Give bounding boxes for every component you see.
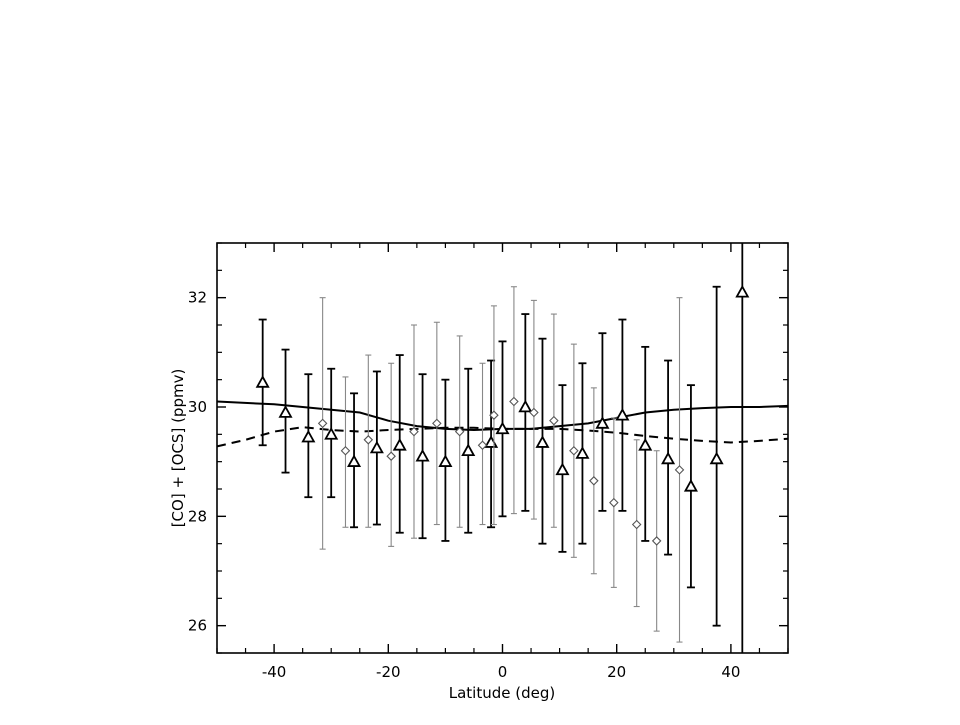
- diamond-point: [317, 418, 328, 429]
- diamond-point: [549, 415, 559, 426]
- triangle-point: [518, 399, 533, 413]
- y-axis-ticks: 26 28 30 32: [188, 242, 788, 654]
- diamond-point: [386, 451, 396, 461]
- diamond-point: [674, 465, 685, 475]
- y-tick-label: 32: [188, 289, 207, 307]
- diamond-point: [489, 410, 499, 420]
- triangle-point: [735, 284, 750, 298]
- diamond-point: [363, 435, 374, 445]
- diamond-point: [432, 418, 442, 429]
- diamond-point: [529, 407, 539, 418]
- triangle-point: [392, 437, 407, 451]
- data-series: [255, 243, 750, 653]
- triangle-point: [535, 435, 550, 448]
- x-tick-label: -20: [376, 663, 401, 681]
- triangle-point: [595, 416, 610, 429]
- triangle-point: [347, 454, 362, 467]
- diamond-point: [409, 426, 419, 437]
- triangle-point: [615, 407, 630, 421]
- triangle-point: [661, 451, 676, 465]
- diamond-point: [631, 519, 642, 530]
- y-tick-label: 28: [188, 507, 207, 525]
- triangle-point: [278, 405, 293, 418]
- x-axis-ticks: -40 -20 0 20 40: [216, 243, 789, 681]
- diamond-point: [509, 396, 519, 407]
- triangle-point: [555, 462, 570, 476]
- y-tick-label: 30: [188, 398, 207, 416]
- triangle-point: [461, 443, 476, 457]
- triangle-point: [438, 454, 453, 467]
- triangle-point: [575, 446, 590, 459]
- x-tick-label: 40: [721, 663, 740, 681]
- diamond-point: [589, 476, 599, 486]
- x-axis-title: Latitude (deg): [449, 684, 555, 702]
- diamond-point: [569, 445, 579, 456]
- x-tick-label: -40: [262, 663, 287, 681]
- triangle-point: [683, 478, 698, 492]
- triangle-point: [369, 440, 384, 454]
- diamond-point: [477, 440, 488, 451]
- diamond-point: [651, 536, 662, 546]
- diamond-point: [340, 445, 351, 456]
- triangle-point: [255, 375, 270, 388]
- triangle-point: [301, 429, 316, 443]
- triangle-point: [495, 421, 510, 435]
- x-tick-label: 0: [498, 663, 508, 681]
- diamond-point: [454, 426, 465, 437]
- triangle-point: [324, 426, 339, 440]
- triangle-point: [484, 435, 499, 448]
- triangle-point: [638, 437, 653, 451]
- triangle-point: [415, 448, 430, 462]
- diamond-point: [609, 497, 619, 508]
- triangle-point: [709, 451, 724, 465]
- x-tick-label: 20: [607, 663, 626, 681]
- y-tick-label: 26: [188, 617, 207, 635]
- y-axis-title: [CO] + [OCS] (ppmv): [169, 369, 187, 528]
